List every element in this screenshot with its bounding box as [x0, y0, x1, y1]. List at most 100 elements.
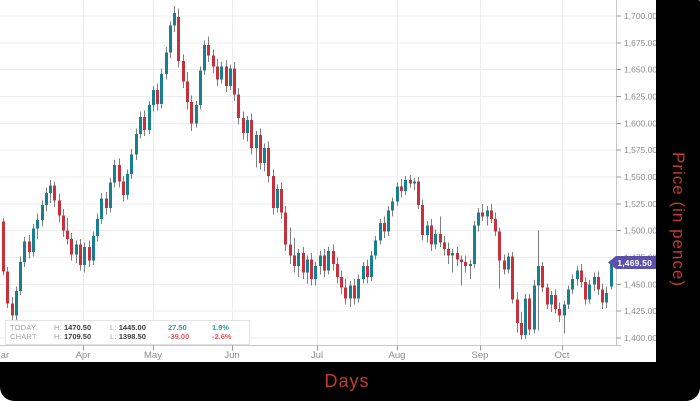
candle[interactable] — [297, 249, 300, 277]
candle[interactable] — [272, 169, 275, 215]
candle[interactable] — [421, 199, 424, 241]
candle[interactable] — [362, 262, 365, 284]
candle[interactable] — [597, 271, 600, 296]
candle[interactable] — [135, 128, 138, 161]
candle[interactable] — [220, 62, 223, 84]
candle[interactable] — [464, 255, 467, 273]
candle[interactable] — [53, 181, 56, 208]
candle[interactable] — [494, 212, 497, 237]
candle[interactable] — [148, 101, 151, 134]
candle[interactable] — [537, 230, 540, 331]
candle[interactable] — [199, 66, 202, 110]
candle[interactable] — [156, 83, 159, 111]
candle[interactable] — [310, 253, 313, 286]
candle[interactable] — [503, 254, 506, 275]
candle[interactable] — [379, 219, 382, 245]
candle[interactable] — [122, 176, 125, 202]
candle[interactable] — [293, 238, 296, 273]
candle[interactable] — [49, 180, 52, 203]
candle[interactable] — [580, 264, 583, 288]
candle[interactable] — [242, 111, 245, 140]
candle[interactable] — [2, 218, 5, 276]
candle[interactable] — [113, 160, 116, 188]
candle[interactable] — [233, 62, 236, 101]
candle[interactable] — [469, 259, 472, 280]
candle[interactable] — [400, 179, 403, 198]
candle[interactable] — [92, 231, 95, 266]
candle[interactable] — [601, 283, 604, 310]
candle[interactable] — [541, 262, 544, 292]
candle[interactable] — [96, 213, 99, 242]
candle[interactable] — [284, 206, 287, 251]
candle[interactable] — [250, 113, 253, 155]
candle[interactable] — [584, 277, 587, 305]
candle[interactable] — [289, 227, 292, 265]
candle[interactable] — [344, 279, 347, 305]
candle[interactable] — [177, 8, 180, 68]
candle[interactable] — [267, 141, 270, 183]
candle[interactable] — [15, 286, 18, 326]
candle[interactable] — [66, 218, 69, 245]
candle[interactable] — [263, 143, 266, 172]
candle[interactable] — [45, 187, 48, 212]
candle[interactable] — [409, 175, 412, 188]
candle[interactable] — [546, 283, 549, 310]
candle[interactable] — [58, 194, 61, 222]
candle[interactable] — [443, 236, 446, 256]
candle[interactable] — [605, 286, 608, 309]
candle[interactable] — [41, 200, 44, 227]
candle[interactable] — [83, 242, 86, 273]
candle[interactable] — [130, 149, 133, 179]
candle[interactable] — [349, 281, 352, 307]
candle[interactable] — [259, 128, 262, 170]
candle[interactable] — [332, 244, 335, 271]
candle[interactable] — [323, 249, 326, 277]
candle[interactable] — [276, 184, 279, 213]
candle[interactable] — [396, 182, 399, 207]
candle[interactable] — [336, 257, 339, 284]
candle[interactable] — [216, 59, 219, 86]
candle[interactable] — [481, 204, 484, 221]
candle[interactable] — [6, 267, 9, 308]
candle[interactable] — [314, 262, 317, 286]
candle[interactable] — [520, 312, 523, 340]
candle[interactable] — [173, 6, 176, 32]
candle[interactable] — [426, 221, 429, 243]
candle[interactable] — [451, 249, 454, 273]
candle[interactable] — [413, 178, 416, 190]
candle[interactable] — [533, 280, 536, 334]
candle[interactable] — [32, 224, 35, 257]
candle[interactable] — [490, 204, 493, 223]
candle[interactable] — [404, 176, 407, 195]
candle[interactable] — [126, 169, 129, 200]
candle[interactable] — [225, 60, 228, 92]
candle[interactable] — [246, 116, 249, 142]
candle[interactable] — [280, 182, 283, 220]
candle[interactable] — [255, 131, 258, 168]
candle[interactable] — [391, 197, 394, 217]
candle[interactable] — [447, 242, 450, 265]
candle[interactable] — [357, 274, 360, 303]
candle[interactable] — [456, 247, 459, 266]
candle[interactable] — [528, 294, 531, 335]
candle[interactable] — [387, 206, 390, 236]
candle[interactable] — [165, 47, 168, 80]
candle[interactable] — [186, 72, 189, 110]
candle[interactable] — [88, 240, 91, 268]
candle[interactable] — [207, 36, 210, 63]
candle[interactable] — [563, 300, 566, 334]
candle[interactable] — [105, 192, 108, 215]
candle[interactable] — [593, 272, 596, 292]
candle[interactable] — [19, 256, 22, 296]
candle[interactable] — [554, 289, 557, 314]
candle[interactable] — [62, 209, 65, 237]
candle[interactable] — [212, 49, 215, 74]
candle[interactable] — [36, 213, 39, 240]
candle[interactable] — [319, 251, 322, 275]
candle[interactable] — [70, 233, 73, 261]
candle[interactable] — [558, 302, 561, 323]
candle[interactable] — [195, 101, 198, 128]
candle[interactable] — [460, 255, 463, 286]
candle[interactable] — [430, 219, 433, 251]
candle[interactable] — [383, 216, 386, 239]
